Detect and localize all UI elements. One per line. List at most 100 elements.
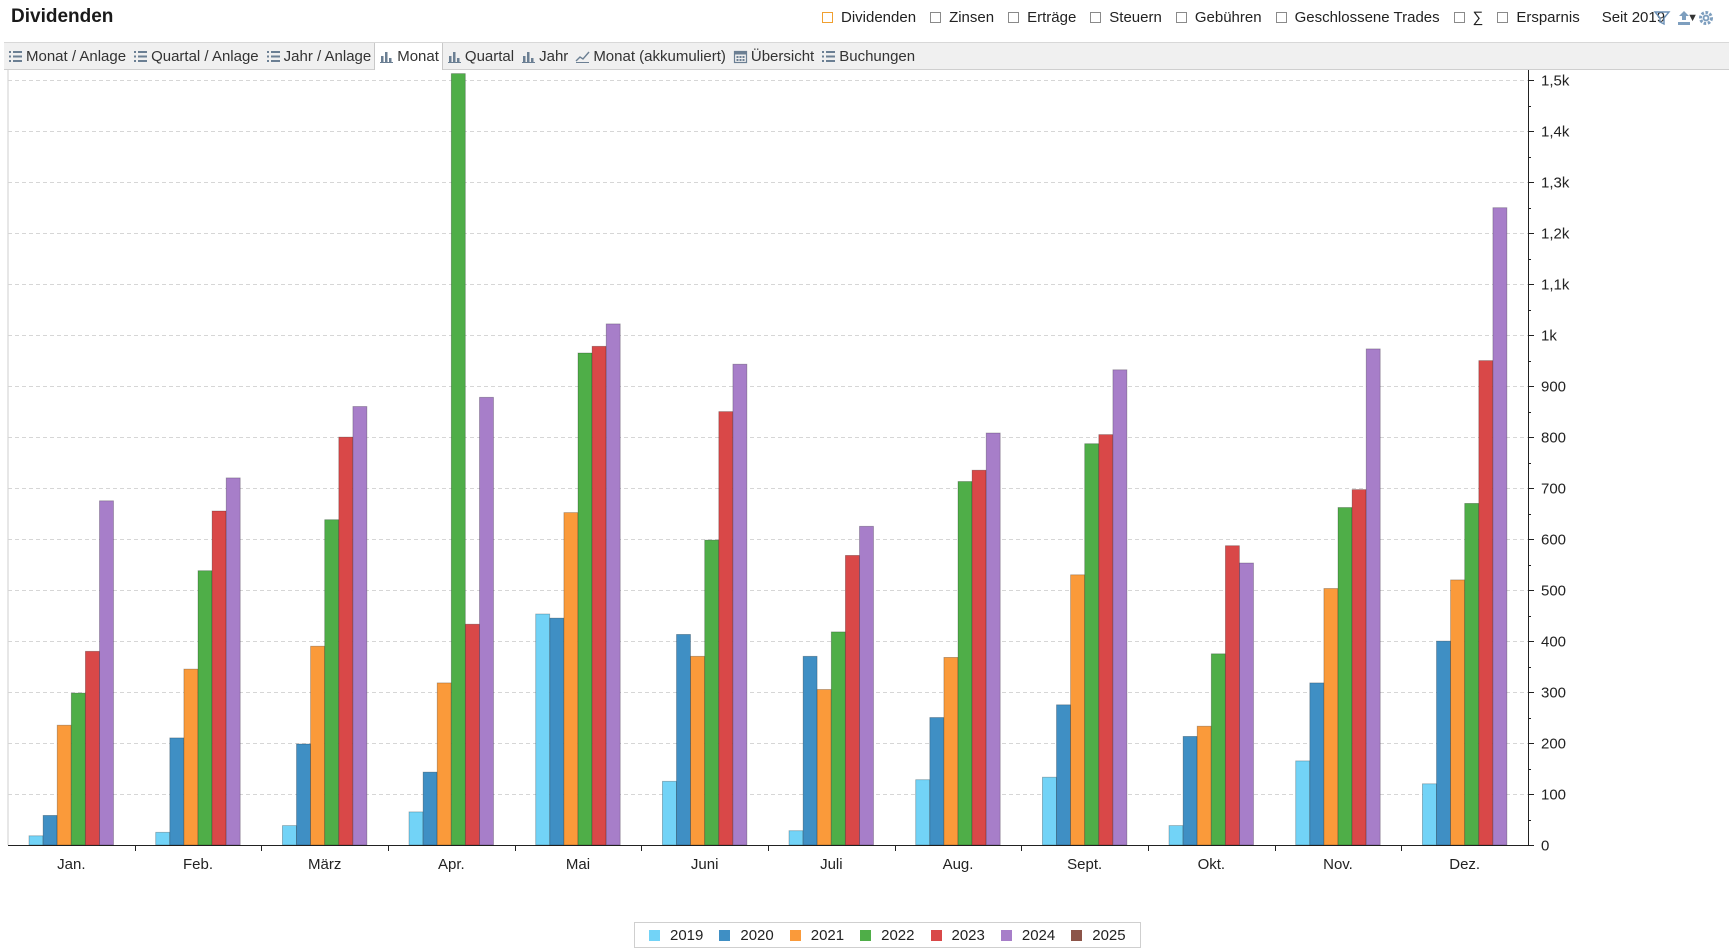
bar-2020-3	[422, 771, 438, 846]
filter-steuern[interactable]: Steuern	[1090, 9, 1162, 26]
bar-2022-5	[704, 539, 720, 846]
legend-swatch	[1000, 929, 1012, 941]
chevron-down-icon[interactable]: ▼	[1687, 11, 1698, 24]
list-icon	[266, 50, 280, 62]
x-tick-label: Juli	[820, 856, 843, 873]
bar-2021-2	[310, 645, 326, 846]
filter-label: Zinsen	[949, 9, 995, 26]
filter-zinsen[interactable]: Zinsen	[930, 9, 994, 26]
y-tick-label: 200	[1541, 736, 1566, 753]
legend-item[interactable]: 2022	[860, 927, 915, 944]
tab-jahr[interactable]: Jahr	[517, 43, 571, 69]
dividend-bar-chart: 0 100 200 300 400 500 600 700 800 900 1k 1,1k 1,2k 1,…	[0, 70, 1729, 948]
bar-2020-8	[1056, 704, 1071, 846]
bar-2023-11	[1478, 360, 1494, 846]
bar-2024-6	[859, 525, 874, 846]
bar-2021-3	[436, 682, 452, 846]
tab-uebersicht[interactable]: Übersicht	[729, 43, 817, 69]
bar-2024-2	[352, 406, 368, 846]
tab-buchungen[interactable]: Buchungen	[817, 43, 918, 69]
filter-ertraege[interactable]: Erträge	[1008, 9, 1076, 26]
bar-2024-5	[732, 363, 748, 846]
bar-2020-6	[802, 655, 818, 846]
legend-swatch	[789, 929, 801, 941]
legend-item[interactable]: 2019	[649, 927, 703, 944]
x-tick-label: März	[308, 856, 341, 873]
legend-swatch	[649, 929, 660, 941]
filter-geschlossene-trades[interactable]: Geschlossene Trades	[1275, 9, 1440, 26]
legend-item[interactable]: 2024	[1000, 927, 1055, 944]
checkbox-icon[interactable]	[822, 12, 833, 23]
bar-2024-0	[99, 500, 114, 846]
tab-quartal-anlage[interactable]: Quartal / Anlage	[129, 43, 262, 69]
bar-2020-1	[169, 737, 185, 846]
filter-sum[interactable]: ∑	[1453, 9, 1483, 26]
filter-bar: Dividenden Zinsen Erträge Steuern Gebühr…	[822, 9, 1698, 26]
y-tick-label: 1,2k	[1541, 226, 1570, 243]
x-tick-label: Aug.	[943, 856, 974, 873]
bar-2023-7	[971, 469, 987, 846]
checkbox-icon[interactable]	[1008, 12, 1020, 23]
y-tick-label: 1,4k	[1541, 124, 1570, 141]
bar-2023-6	[845, 554, 860, 846]
bar-2022-9	[1210, 653, 1226, 846]
legend-swatch	[860, 929, 872, 941]
bar-2024-9	[1239, 562, 1254, 846]
bar-2024-7	[985, 432, 1001, 846]
bar-2024-11	[1492, 207, 1508, 846]
tab-monat[interactable]: Monat	[374, 42, 443, 70]
legend-item[interactable]: 2023	[930, 926, 985, 944]
checkbox-icon[interactable]	[1090, 12, 1102, 23]
bar-2022-10	[1337, 507, 1353, 846]
legend-label: 2020	[740, 926, 774, 944]
tab-label: Monat	[397, 47, 439, 65]
bar-chart-icon	[380, 51, 394, 63]
y-tick-label: 400	[1541, 634, 1566, 651]
checkbox-icon[interactable]	[1275, 12, 1287, 23]
bar-2023-0	[85, 650, 100, 846]
bar-2023-5	[718, 411, 734, 846]
y-tick-label: 100	[1541, 787, 1566, 804]
tab-label: Quartal / Anlage	[151, 47, 259, 65]
x-tick-label: Juni	[691, 856, 719, 873]
tab-jahr-anlage[interactable]: Jahr / Anlage	[262, 43, 375, 69]
legend-label: 2019	[670, 926, 704, 944]
filter-gebuehren[interactable]: Gebühren	[1175, 9, 1262, 26]
checkbox-icon[interactable]	[1497, 12, 1509, 23]
checkbox-icon[interactable]	[1175, 12, 1187, 23]
legend-item[interactable]: 2021	[789, 927, 844, 944]
bar-2019-10	[1295, 760, 1311, 846]
tab-monat-anlage[interactable]: Monat / Anlage	[4, 43, 129, 69]
legend-item[interactable]: 2025	[1071, 926, 1126, 944]
bar-2022-8	[1084, 443, 1100, 846]
export-icon[interactable]	[1675, 9, 1693, 27]
bar-2023-8	[1098, 434, 1114, 846]
legend-label: 2025	[1092, 926, 1126, 944]
y-tick-label: 1,5k	[1541, 73, 1570, 90]
tab-label: Quartal	[464, 47, 515, 65]
legend-item[interactable]: 2020	[719, 926, 774, 944]
view-tabs: Monat / Anlage Quartal / Anlage Jahr / A…	[4, 42, 1729, 70]
checkbox-icon[interactable]	[930, 12, 942, 23]
filter-ersparnis[interactable]: Ersparnis	[1497, 9, 1580, 26]
legend-label: 2023	[951, 926, 985, 944]
bar-2024-3	[479, 396, 494, 846]
bar-2021-9	[1196, 725, 1212, 846]
filter-icon[interactable]	[1653, 9, 1671, 27]
bar-2021-10	[1323, 588, 1339, 846]
filter-dividenden[interactable]: Dividenden	[822, 9, 916, 26]
period-dropdown[interactable]: Seit 2019 ▼	[1602, 9, 1698, 26]
bar-2023-10	[1351, 489, 1367, 846]
line-chart-icon	[575, 51, 590, 63]
bar-2022-2	[324, 519, 340, 846]
tab-monat-akkumuliert[interactable]: Monat (akkumuliert)	[571, 43, 729, 69]
settings-icon[interactable]	[1697, 9, 1715, 27]
y-tick-label: 0	[1541, 838, 1549, 855]
x-tick-label: Sept.	[1067, 856, 1102, 873]
tab-quartal[interactable]: Quartal	[443, 43, 517, 69]
bar-2022-0	[70, 692, 86, 846]
x-tick-label: Nov.	[1323, 856, 1353, 873]
title-bar: Dividenden Dividenden Zinsen Erträge Ste…	[0, 0, 1729, 38]
bar-2019-1	[155, 831, 171, 846]
checkbox-icon[interactable]	[1453, 12, 1465, 23]
